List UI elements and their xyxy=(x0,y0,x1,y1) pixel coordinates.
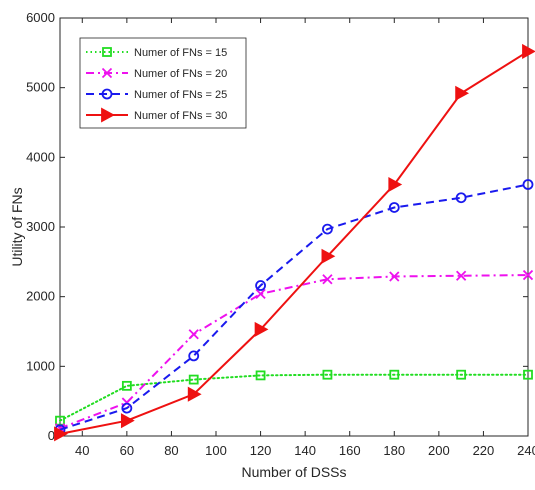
legend-entry: Numer of FNs = 20 xyxy=(86,67,227,80)
legend-entry: Numer of FNs = 25 xyxy=(86,88,227,101)
x-tick-label: 180 xyxy=(383,443,405,458)
data-point xyxy=(388,202,400,213)
legend-marker xyxy=(102,47,112,57)
series-line xyxy=(59,274,529,430)
x-tick-label: 220 xyxy=(473,443,495,458)
x-tick-label: 100 xyxy=(205,443,227,458)
data-point xyxy=(322,274,333,285)
y-tick-label: 1000 xyxy=(26,358,55,373)
series-line xyxy=(59,183,529,431)
x-tick-label: 40 xyxy=(75,443,89,458)
data-point xyxy=(188,350,200,362)
y-tick-label: 0 xyxy=(48,428,55,443)
data-point xyxy=(322,223,333,235)
data-point xyxy=(121,402,133,414)
data-point xyxy=(187,386,202,402)
y-tick-label: 4000 xyxy=(26,149,55,164)
series-line xyxy=(59,373,529,422)
x-tick-label: 240 xyxy=(517,443,535,458)
legend-label: Numer of FNs = 20 xyxy=(134,68,227,80)
series-4 xyxy=(54,43,535,442)
data-point xyxy=(389,271,400,282)
data-point xyxy=(255,370,266,381)
data-point xyxy=(188,329,199,340)
data-point xyxy=(455,192,467,204)
axis-ticks: 40 60 80 100 120 140 160 180 200 220 240 0 1000 2000 3… xyxy=(26,10,535,458)
data-point xyxy=(389,369,400,380)
data-point xyxy=(523,369,533,380)
y-tick-label: 3000 xyxy=(26,219,55,234)
legend-entry: Numer of FNs = 15 xyxy=(86,47,227,59)
data-point xyxy=(522,43,535,59)
data-point xyxy=(255,288,266,300)
series-layer xyxy=(54,43,535,442)
x-tick-label: 140 xyxy=(294,443,316,458)
data-point xyxy=(255,280,266,291)
legend-label: Numer of FNs = 30 xyxy=(134,110,227,122)
data-point xyxy=(455,85,470,101)
legend-marker xyxy=(101,88,113,100)
legend-marker xyxy=(101,67,113,79)
y-tick-label: 2000 xyxy=(26,289,55,304)
data-point xyxy=(254,321,269,337)
legend-label: Numer of FNs = 25 xyxy=(134,89,227,101)
series-line xyxy=(59,50,529,435)
x-tick-label: 120 xyxy=(250,443,272,458)
data-point xyxy=(54,426,68,442)
x-tick-label: 200 xyxy=(428,443,450,458)
x-tick-label: 80 xyxy=(164,443,178,458)
legend-entry: Numer of FNs = 30 xyxy=(86,107,227,123)
x-axis-label: Number of DSSs xyxy=(241,464,346,480)
data-point xyxy=(188,374,199,385)
y-tick-label: 6000 xyxy=(26,10,55,25)
y-tick-label: 5000 xyxy=(26,80,55,95)
x-tick-label: 60 xyxy=(120,443,134,458)
y-axis-label: Utility of FNs xyxy=(9,187,25,266)
legend-marker xyxy=(101,107,115,123)
x-tick-label: 160 xyxy=(339,443,361,458)
data-point xyxy=(456,270,467,281)
data-point xyxy=(388,176,403,193)
data-point xyxy=(321,248,336,264)
data-point xyxy=(120,413,135,429)
series-1 xyxy=(55,369,533,426)
data-point xyxy=(522,269,534,281)
data-point xyxy=(456,369,467,380)
data-point xyxy=(322,369,333,380)
legend: Numer of FNs = 15 Numer of FNs = 20 Numer … xyxy=(79,37,247,129)
data-point xyxy=(121,380,132,391)
data-point xyxy=(522,179,534,190)
legend-label: Numer of FNs = 15 xyxy=(134,47,227,59)
